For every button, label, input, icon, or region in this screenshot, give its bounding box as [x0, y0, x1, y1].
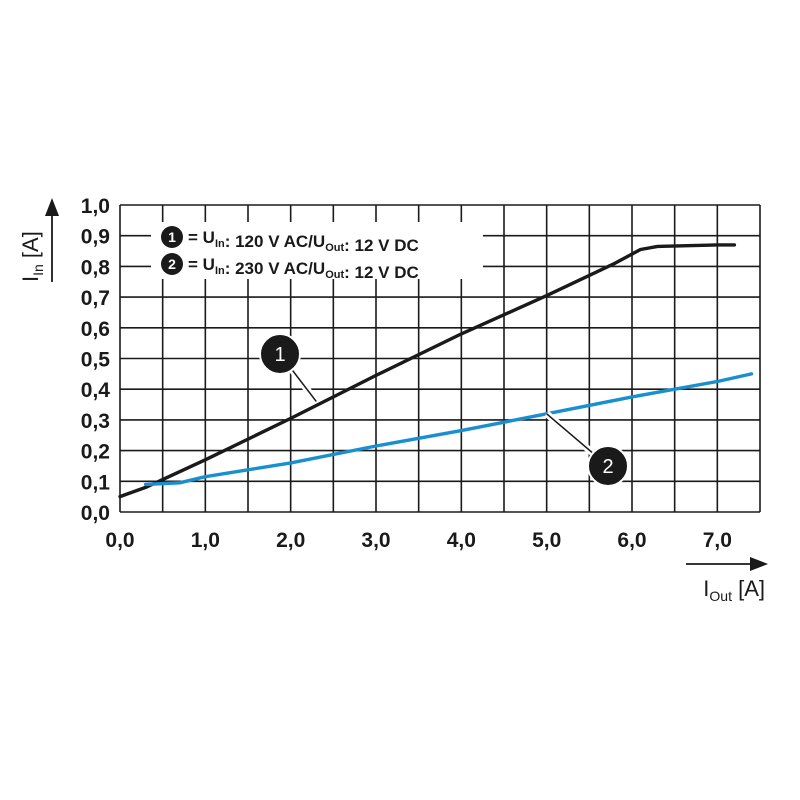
legend-entry-1: = UIn: 120 V AC/UOut: 12 V DC: [188, 228, 419, 255]
x-tick-label: 5,0: [532, 529, 561, 552]
x-tick-label: 2,0: [276, 529, 305, 552]
x-axis-title: IOut [A]: [703, 576, 765, 604]
callout-marker-2: [587, 445, 629, 487]
legend-box: [151, 222, 483, 279]
y-tick-label: 0,3: [81, 410, 110, 433]
x-tick-label: 1,0: [191, 529, 220, 552]
x-tick-label: 4,0: [447, 529, 476, 552]
callout-layer: 12: [259, 333, 629, 487]
series-line-2: [143, 372, 754, 487]
y-tick-label: 0,0: [81, 502, 110, 525]
x-tick-label: 6,0: [617, 529, 646, 552]
series-line-1: [118, 243, 737, 499]
y-tick-label: 0,4: [81, 379, 111, 402]
callout-marker-label: 1: [274, 344, 285, 366]
callout-marker-label: 2: [602, 456, 613, 478]
x-tick-label: 3,0: [361, 529, 390, 552]
y-axis-title: IIn [A]: [18, 231, 46, 282]
legend-marker-1: [161, 226, 183, 248]
legend: 1 = UIn: 120 V AC/UOut: 12 V DC 2 = UIn: 23…: [151, 222, 483, 282]
y-tick-label: 0,9: [81, 226, 110, 249]
y-tick-label: 0,8: [81, 256, 111, 279]
legend-entry-2: = UIn: 230 V AC/UOut: 12 V DC: [188, 255, 419, 282]
y-tick-label: 0,5: [81, 349, 111, 372]
y-tick-label: 0,1: [81, 471, 111, 494]
y-tick-label: 0,2: [81, 441, 110, 464]
y-tick-label: 1,0: [81, 195, 110, 218]
y-tick-label: 0,6: [81, 318, 110, 341]
y-axis-arrowhead: [45, 198, 59, 216]
x-tick-label: 7,0: [703, 529, 732, 552]
y-tick-label: 0,7: [81, 287, 110, 310]
x-tick-label: 0,0: [105, 529, 134, 552]
legend-marker-2: [161, 253, 183, 275]
callout-marker-1: [259, 333, 301, 375]
legend-marker-label: 1: [168, 229, 176, 245]
legend-marker-label: 2: [168, 256, 176, 272]
axes: IIn [A] IOut [A]: [18, 198, 768, 604]
series-layer: [118, 243, 754, 499]
x-axis-arrowhead: [750, 557, 768, 571]
tick-labels: 0,0 1,0 2,0 3,0 4,0 5,0 6,0 7,0 0,0 0,1 0,2 0,3 0,4 0…: [81, 195, 732, 552]
